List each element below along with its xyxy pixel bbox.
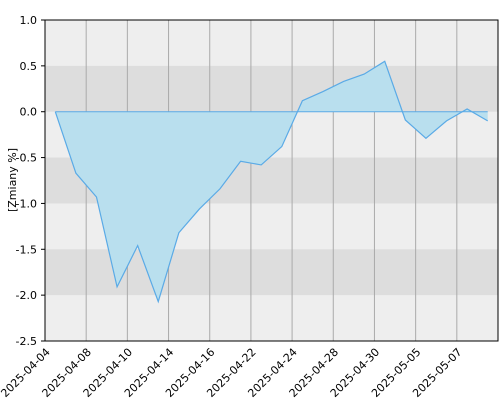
grid-band	[45, 65, 498, 112]
y-tick-label: 1.0	[20, 14, 38, 27]
y-tick-label: 0.0	[20, 106, 38, 119]
y-tick-label: -2.5	[16, 335, 37, 348]
y-tick-label: -1.0	[16, 197, 37, 210]
y-tick-label: -2.0	[16, 289, 37, 302]
plot-border	[44, 19, 499, 342]
area-fill	[55, 61, 488, 302]
area-line	[54, 60, 489, 304]
y-tick-label: 0.5	[20, 60, 38, 73]
y-tick-label: -0.5	[16, 152, 37, 165]
y-axis-label: [Zmiany %]	[6, 148, 19, 212]
y-tick-label: -1.5	[16, 243, 37, 256]
